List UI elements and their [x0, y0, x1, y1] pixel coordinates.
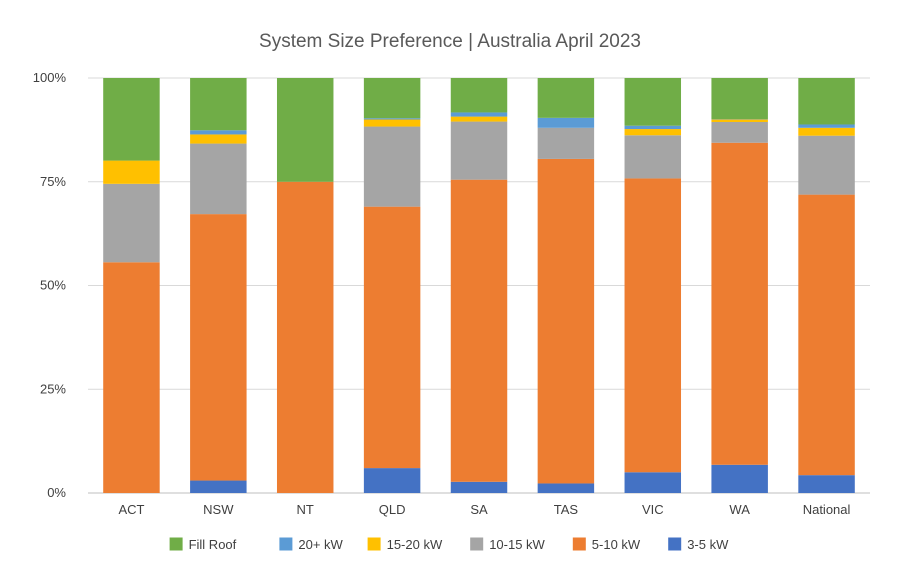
legend-item: 10-15 kW [470, 537, 546, 552]
bar-segment-15-20-kw-nsw [190, 134, 247, 144]
legend-swatch [367, 537, 381, 551]
x-tick-label: WA [729, 502, 750, 517]
bar-segment-15-20-kw-wa [711, 119, 768, 122]
bar-segment-10-15-kw-sa [450, 121, 508, 180]
bar-segment-fill-roof-tas [537, 78, 595, 118]
legend: Fill Roof 20+ kW 15-20 kW 10-15 kW 5-10 kW 3-… [169, 537, 729, 552]
bar-segment-fill-roof-national [798, 78, 855, 125]
legend-label: 5-10 kW [592, 537, 641, 552]
y-tick-label: 25% [40, 381, 66, 396]
bar-segment-10-15-kw-vic [624, 135, 682, 179]
legend-label: 10-15 kW [489, 537, 545, 552]
bar-segment-fill-roof-wa [711, 78, 768, 120]
bar-segment-20-kw-qld [363, 118, 421, 120]
bar-segment-5-10-kw-wa [711, 142, 768, 465]
bar-segment-20-kw-nsw [190, 130, 247, 135]
x-tick-label: VIC [642, 502, 664, 517]
bar-segment-fill-roof-nt [276, 78, 334, 182]
legend-item: 15-20 kW [367, 537, 443, 552]
x-axis: ACT NSW NT QLD SA TAS VIC WA National [118, 502, 850, 517]
legend-item: 20+ kW [279, 537, 344, 552]
bar-segment-5-10-kw-nsw [190, 214, 247, 481]
bar-segment-5-10-kw-sa [450, 179, 508, 482]
bar-segment-3-5-kw-sa [450, 481, 508, 493]
legend-label: 15-20 kW [387, 537, 443, 552]
bar-segment-fill-roof-act [103, 78, 160, 161]
x-tick-label: NT [297, 502, 314, 517]
y-tick-label: 0% [47, 485, 66, 500]
bar-segment-fill-roof-vic [624, 78, 682, 126]
bar-segment-10-15-kw-wa [711, 121, 768, 143]
bars [103, 78, 855, 493]
bar-segment-10-15-kw-nsw [190, 143, 247, 215]
legend-swatch [668, 537, 682, 551]
bar-segment-10-15-kw-national [798, 135, 855, 195]
bar-segment-5-10-kw-act [103, 262, 160, 493]
chart-title: System Size Preference | Australia April… [259, 31, 641, 52]
y-tick-label: 75% [40, 174, 66, 189]
bar-segment-fill-roof-qld [363, 78, 421, 119]
bar-segment-15-20-kw-national [798, 127, 855, 136]
bar-segment-fill-roof-nsw [190, 78, 247, 131]
x-tick-label: ACT [118, 502, 144, 517]
bar-segment-5-10-kw-tas [537, 158, 595, 484]
bar-segment-5-10-kw-qld [363, 206, 421, 469]
bar-segment-10-15-kw-qld [363, 126, 421, 207]
bar-segment-10-15-kw-tas [537, 127, 595, 159]
x-tick-label: QLD [379, 502, 406, 517]
legend-item: 5-10 kW [572, 537, 641, 552]
legend-swatch [169, 537, 183, 551]
x-tick-label: SA [470, 502, 488, 517]
legend-item: Fill Roof [169, 537, 237, 552]
y-tick-label: 50% [40, 278, 66, 293]
x-tick-label: NSW [203, 502, 234, 517]
bar-segment-20-kw-national [798, 124, 855, 128]
bar-segment-3-5-kw-vic [624, 472, 682, 493]
bar-segment-20-kw-vic [624, 125, 682, 130]
legend-item: 3-5 kW [668, 537, 729, 552]
bar-segment-fill-roof-sa [450, 78, 508, 113]
legend-label: Fill Roof [189, 537, 237, 552]
bar-segment-5-10-kw-national [798, 194, 855, 476]
x-tick-label: National [803, 502, 851, 517]
bar-segment-5-10-kw-vic [624, 178, 682, 473]
bar-segment-3-5-kw-wa [711, 464, 768, 493]
bar-segment-3-5-kw-tas [537, 483, 595, 493]
legend-label: 20+ kW [298, 537, 343, 552]
bar-segment-20-kw-sa [450, 112, 508, 117]
bar-segment-15-20-kw-act [103, 160, 160, 184]
bar-segment-15-20-kw-vic [624, 129, 682, 136]
bar-segment-15-20-kw-sa [450, 116, 508, 122]
legend-swatch [572, 537, 586, 551]
bar-segment-3-5-kw-nsw [190, 480, 247, 493]
legend-label: 3-5 kW [687, 537, 729, 552]
legend-swatch [470, 537, 484, 551]
legend-swatch [279, 537, 293, 551]
bar-segment-20-kw-tas [537, 117, 595, 128]
x-tick-label: TAS [554, 502, 579, 517]
bar-segment-5-10-kw-nt [276, 181, 334, 493]
bar-segment-3-5-kw-qld [363, 468, 421, 493]
bar-segment-3-5-kw-national [798, 475, 855, 493]
bar-segment-15-20-kw-qld [363, 119, 421, 127]
y-axis: 0% 25% 50% 75% 100% [33, 70, 67, 500]
bar-segment-10-15-kw-act [103, 183, 160, 263]
y-tick-label: 100% [33, 70, 67, 85]
